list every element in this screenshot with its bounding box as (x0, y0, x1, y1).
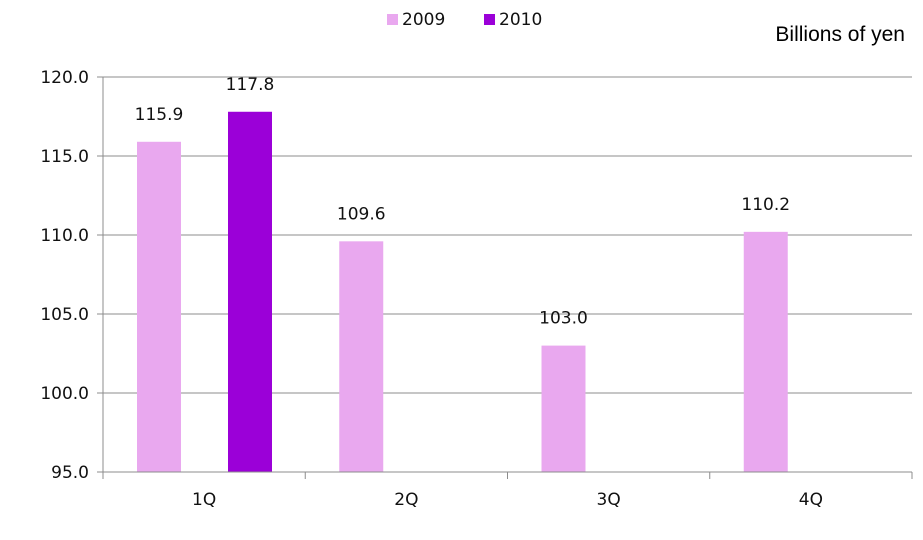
legend-label: 2010 (499, 10, 542, 30)
bar-2009-4Q (743, 231, 788, 472)
bars (137, 111, 788, 472)
x-axis: 1Q 2Q 3Q 4Q (102, 77, 913, 510)
y-axis-ticks: 95.0 100.0 105.0 110.0 115.0 120.0 (40, 68, 103, 483)
unit-label: Billions of yen (775, 23, 905, 46)
bar-2010-1Q (228, 111, 272, 472)
y-tick-label: 105.0 (40, 305, 89, 325)
bar-2009-1Q (137, 141, 181, 472)
y-tick-label: 115.0 (40, 147, 89, 167)
data-label: 109.6 (337, 204, 386, 224)
y-tick-label: 110.0 (40, 226, 89, 246)
data-label: 103.0 (539, 309, 588, 329)
legend-swatch-2010 (484, 14, 495, 25)
data-labels: 115.9 109.6 103.0 110.2 117.8 (135, 75, 790, 329)
data-label: 115.9 (135, 105, 184, 125)
data-label: 117.8 (226, 75, 275, 95)
bar-2009-2Q (339, 241, 384, 472)
y-tick-label: 120.0 (40, 68, 89, 88)
y-tick-label: 95.0 (51, 463, 89, 483)
x-tick-label: 3Q (597, 490, 621, 510)
bar-2009-3Q (541, 345, 586, 472)
data-label: 110.2 (741, 195, 790, 215)
gridlines (103, 76, 912, 473)
x-tick-label: 4Q (799, 490, 823, 510)
y-tick-label: 100.0 (40, 384, 89, 404)
legend-label: 2009 (402, 10, 445, 30)
x-tick-label: 1Q (192, 490, 216, 510)
legend: 2009 2010 (387, 10, 542, 30)
x-tick-label: 2Q (394, 490, 418, 510)
legend-swatch-2009 (387, 14, 398, 25)
